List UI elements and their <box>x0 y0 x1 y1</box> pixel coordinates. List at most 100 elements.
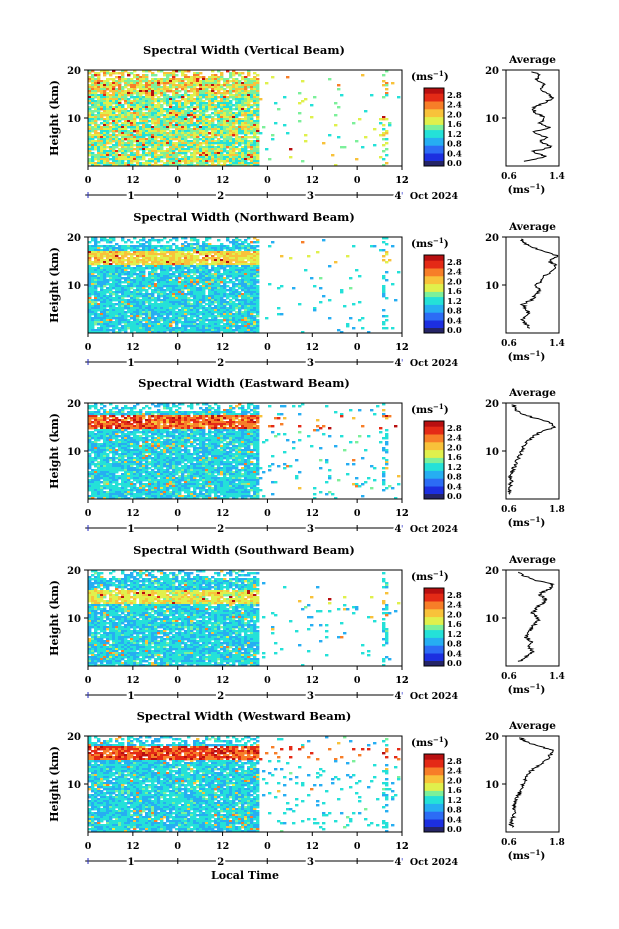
heatmap-cell <box>211 80 215 83</box>
heatmap-cell <box>181 295 185 298</box>
heatmap-cell <box>253 100 257 103</box>
heatmap-cell <box>172 90 176 93</box>
x-tick-label: 12 <box>306 175 319 186</box>
heatmap-cell <box>124 317 128 320</box>
heatmap-cell <box>163 118 167 121</box>
heatmap-cell <box>226 106 230 109</box>
heatmap-cell <box>127 78 131 81</box>
heatmap-cell <box>151 92 155 95</box>
heatmap-cell <box>199 249 203 252</box>
heatmap-cell <box>166 303 170 306</box>
heatmap-cell <box>199 247 203 250</box>
heatmap-cell <box>205 82 209 85</box>
heatmap-cell <box>133 263 137 266</box>
heatmap-cell <box>106 118 110 121</box>
heatmap-cell <box>106 140 110 143</box>
heatmap-cell <box>124 289 128 292</box>
heatmap-cell <box>229 116 233 119</box>
heatmap-cell <box>253 154 257 157</box>
heatmap-cell <box>172 301 176 304</box>
heatmap-cell <box>229 128 233 131</box>
heatmap-cell <box>142 90 146 93</box>
heatmap-cell <box>145 82 149 85</box>
heatmap-cell <box>211 257 215 260</box>
heatmap-cell <box>145 134 149 137</box>
heatmap-cell <box>391 82 395 85</box>
colorbar-band <box>424 114 444 118</box>
heatmap-cell <box>178 273 182 276</box>
heatmap-cell <box>238 102 242 105</box>
heatmap-cell <box>127 303 131 306</box>
heatmap-cell <box>172 243 176 246</box>
heatmap-cell <box>244 130 248 133</box>
heatmap-cell <box>385 243 389 246</box>
heatmap-cell <box>157 319 161 322</box>
heatmap-cell <box>271 241 275 244</box>
heatmap-cell <box>214 259 218 262</box>
heatmap-cell <box>124 263 128 266</box>
heatmap-cell <box>217 309 221 312</box>
heatmap-cell <box>238 293 242 296</box>
heatmap-cell <box>241 289 245 292</box>
heatmap-cell <box>187 134 191 137</box>
heatmap-cell <box>175 118 179 121</box>
heatmap-cell <box>163 293 167 296</box>
heatmap-cell <box>370 94 374 97</box>
heatmap-cell <box>97 319 101 322</box>
heatmap-cell <box>229 255 233 258</box>
heatmap-cell <box>205 114 209 117</box>
heatmap-cell <box>214 106 218 109</box>
heatmap-cell <box>166 98 170 101</box>
heatmap-cell <box>214 74 218 77</box>
heatmap-cell <box>130 309 134 312</box>
heatmap-cell <box>229 156 233 159</box>
heatmap-cell <box>130 261 134 264</box>
heatmap-cell <box>88 287 92 290</box>
heatmap-cell <box>133 144 137 147</box>
heatmap-cell <box>106 112 110 115</box>
heatmap-cell <box>223 257 227 260</box>
heatmap-cell <box>145 315 149 318</box>
heatmap-cell <box>244 313 248 316</box>
heatmap-cell <box>247 297 251 300</box>
heatmap-cell <box>106 295 110 298</box>
heatmap-cell <box>112 100 116 103</box>
heatmap-cell <box>241 152 245 155</box>
heatmap-cell <box>121 245 125 248</box>
heatmap-cell <box>235 307 239 310</box>
heatmap-cell <box>100 160 104 163</box>
heatmap-cell <box>232 315 236 318</box>
heatmap-cell <box>103 136 107 139</box>
heatmap-cell <box>97 124 101 127</box>
heatmap-cell <box>127 148 131 151</box>
heatmap-cell <box>169 257 173 260</box>
heatmap-cell <box>256 287 260 290</box>
heatmap-cell <box>127 239 131 242</box>
heatmap-cell <box>154 130 158 133</box>
heatmap-cell <box>214 148 218 151</box>
heatmap-cell <box>181 136 185 139</box>
heatmap-cell <box>154 78 158 81</box>
heatmap-cell <box>247 110 251 113</box>
heatmap-cell <box>214 134 218 137</box>
heatmap-cell <box>175 303 179 306</box>
heatmap-cell <box>184 94 188 97</box>
heatmap-cell <box>256 239 260 242</box>
heatmap-cell <box>256 96 260 99</box>
heatmap-cell <box>208 297 212 300</box>
heatmap-cell <box>232 265 236 268</box>
heatmap-cell <box>175 315 179 318</box>
heatmap-cell <box>109 100 113 103</box>
heatmap-cell <box>91 305 95 308</box>
heatmap-cell <box>148 267 152 270</box>
heatmap-cell <box>148 120 152 123</box>
heatmap-cell <box>181 299 185 302</box>
panel-1: Spectral Width (Vertical Beam)2010Height… <box>48 43 565 204</box>
heatmap-cell <box>163 122 167 125</box>
heatmap-cell <box>136 283 140 286</box>
heatmap-cell <box>106 251 110 254</box>
heatmap-cell <box>211 88 215 91</box>
heatmap-cell <box>211 154 215 157</box>
heatmap-cell <box>91 275 95 278</box>
heatmap-cell <box>130 245 134 248</box>
